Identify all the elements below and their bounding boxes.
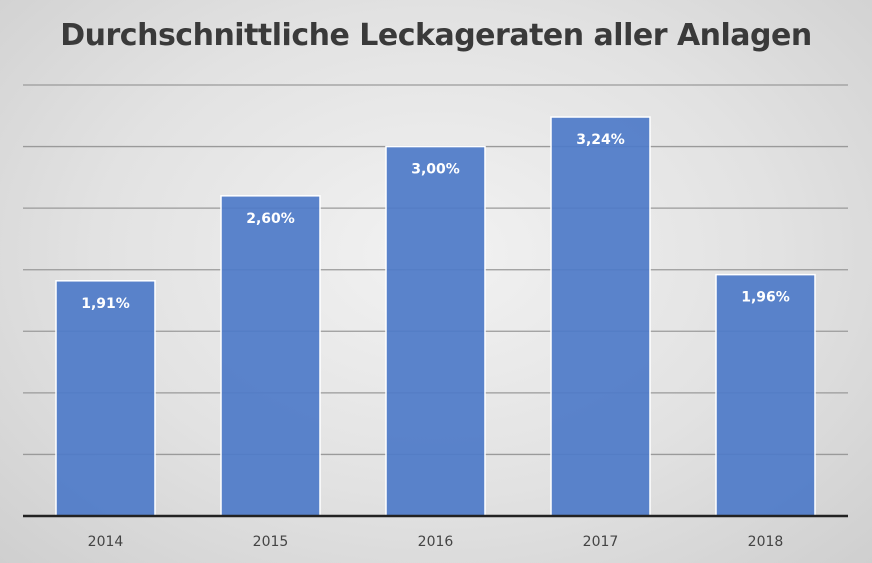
- data-label-2014: 1,91%: [81, 296, 130, 312]
- bar-2016: [385, 145, 486, 517]
- bar-2015: [220, 195, 321, 517]
- x-tick-label-2018: 2018: [748, 534, 784, 550]
- x-tick-label-2014: 2014: [88, 534, 124, 550]
- x-tick-label-2015: 2015: [253, 534, 289, 550]
- bar-2017: [550, 116, 651, 517]
- x-tick-label-2016: 2016: [418, 534, 454, 550]
- data-label-2017: 3,24%: [576, 132, 625, 148]
- data-label-2015: 2,60%: [246, 211, 295, 227]
- data-label-2016: 3,00%: [411, 162, 460, 178]
- bar-2018: [715, 273, 816, 517]
- bar-2014: [55, 280, 156, 517]
- data-label-2018: 1,96%: [741, 290, 790, 306]
- chart-title: Durchschnittliche Leckageraten aller Anl…: [60, 18, 812, 53]
- x-tick-label-2017: 2017: [583, 534, 619, 550]
